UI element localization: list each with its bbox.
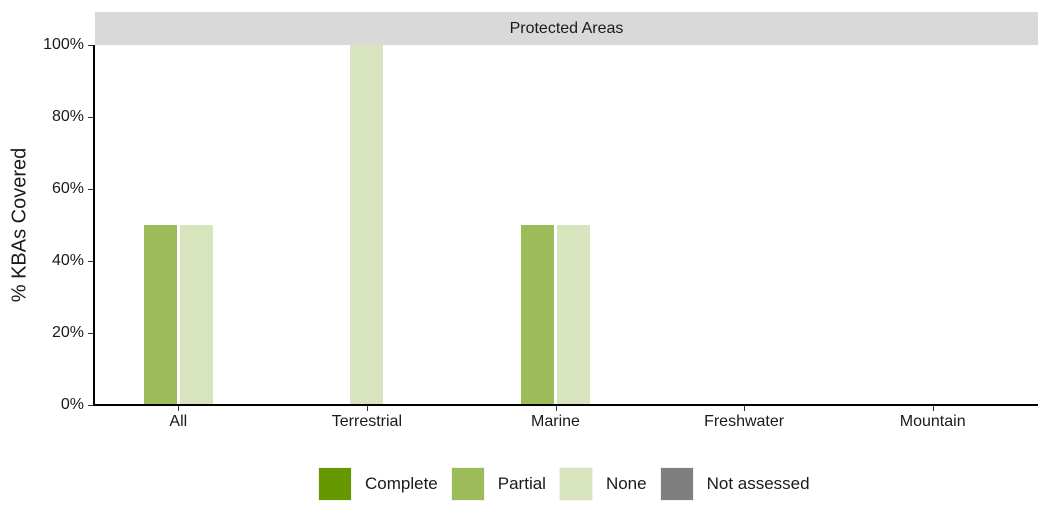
y-tick-label: 20% [51, 324, 84, 341]
legend-key-swatch [450, 467, 485, 501]
facet-strip: Protected Areas [95, 12, 1038, 45]
plot-area [95, 45, 1038, 405]
bar-none-marine [557, 225, 590, 405]
bar-none-terrestrial [350, 45, 384, 405]
y-tick-mark [88, 45, 94, 46]
legend-label: None [605, 474, 647, 493]
legend-item: Partial [450, 467, 546, 501]
x-tick-mark [932, 406, 934, 411]
y-tick-label: 60% [51, 180, 84, 197]
legend-label: Partial [497, 474, 546, 493]
y-axis-line [93, 45, 95, 406]
y-tick-mark [88, 333, 94, 334]
legend-key-swatch [318, 467, 352, 501]
x-tick-mark [744, 406, 746, 411]
x-tick-label: Terrestrial [331, 413, 403, 430]
y-tick-mark [88, 405, 94, 406]
bar-partial-marine [521, 225, 554, 405]
legend-item: Complete [318, 467, 438, 501]
legend-label: Complete [365, 474, 438, 493]
x-tick-mark [555, 406, 557, 411]
legend: Complete Partial None Not assessed [318, 467, 823, 501]
y-axis-title: % KBAs Covered [8, 147, 31, 303]
y-tick-label: 0% [60, 396, 84, 413]
x-tick-mark [366, 406, 368, 411]
y-tick-label: 40% [51, 252, 84, 269]
bar-partial-all [143, 225, 177, 405]
legend-key-swatch [558, 467, 593, 501]
x-tick-label: All [169, 413, 188, 430]
x-tick-mark [178, 406, 180, 411]
legend-label: Not assessed [706, 474, 810, 493]
x-axis-line [93, 404, 1038, 406]
legend-item: None [558, 467, 647, 501]
bar-none-all [179, 225, 213, 405]
y-tick-mark [88, 189, 94, 190]
y-tick-mark [88, 261, 94, 262]
legend-key-swatch [659, 467, 694, 501]
facet-label: Protected Areas [509, 19, 624, 37]
y-tick-label: 100% [43, 36, 84, 53]
y-tick-mark [88, 117, 94, 118]
legend-item: Not assessed [659, 467, 810, 501]
x-tick-label: Marine [531, 413, 580, 430]
y-tick-label: 80% [51, 108, 84, 125]
x-tick-label: Mountain [899, 413, 966, 430]
x-tick-label: Freshwater [704, 413, 785, 430]
